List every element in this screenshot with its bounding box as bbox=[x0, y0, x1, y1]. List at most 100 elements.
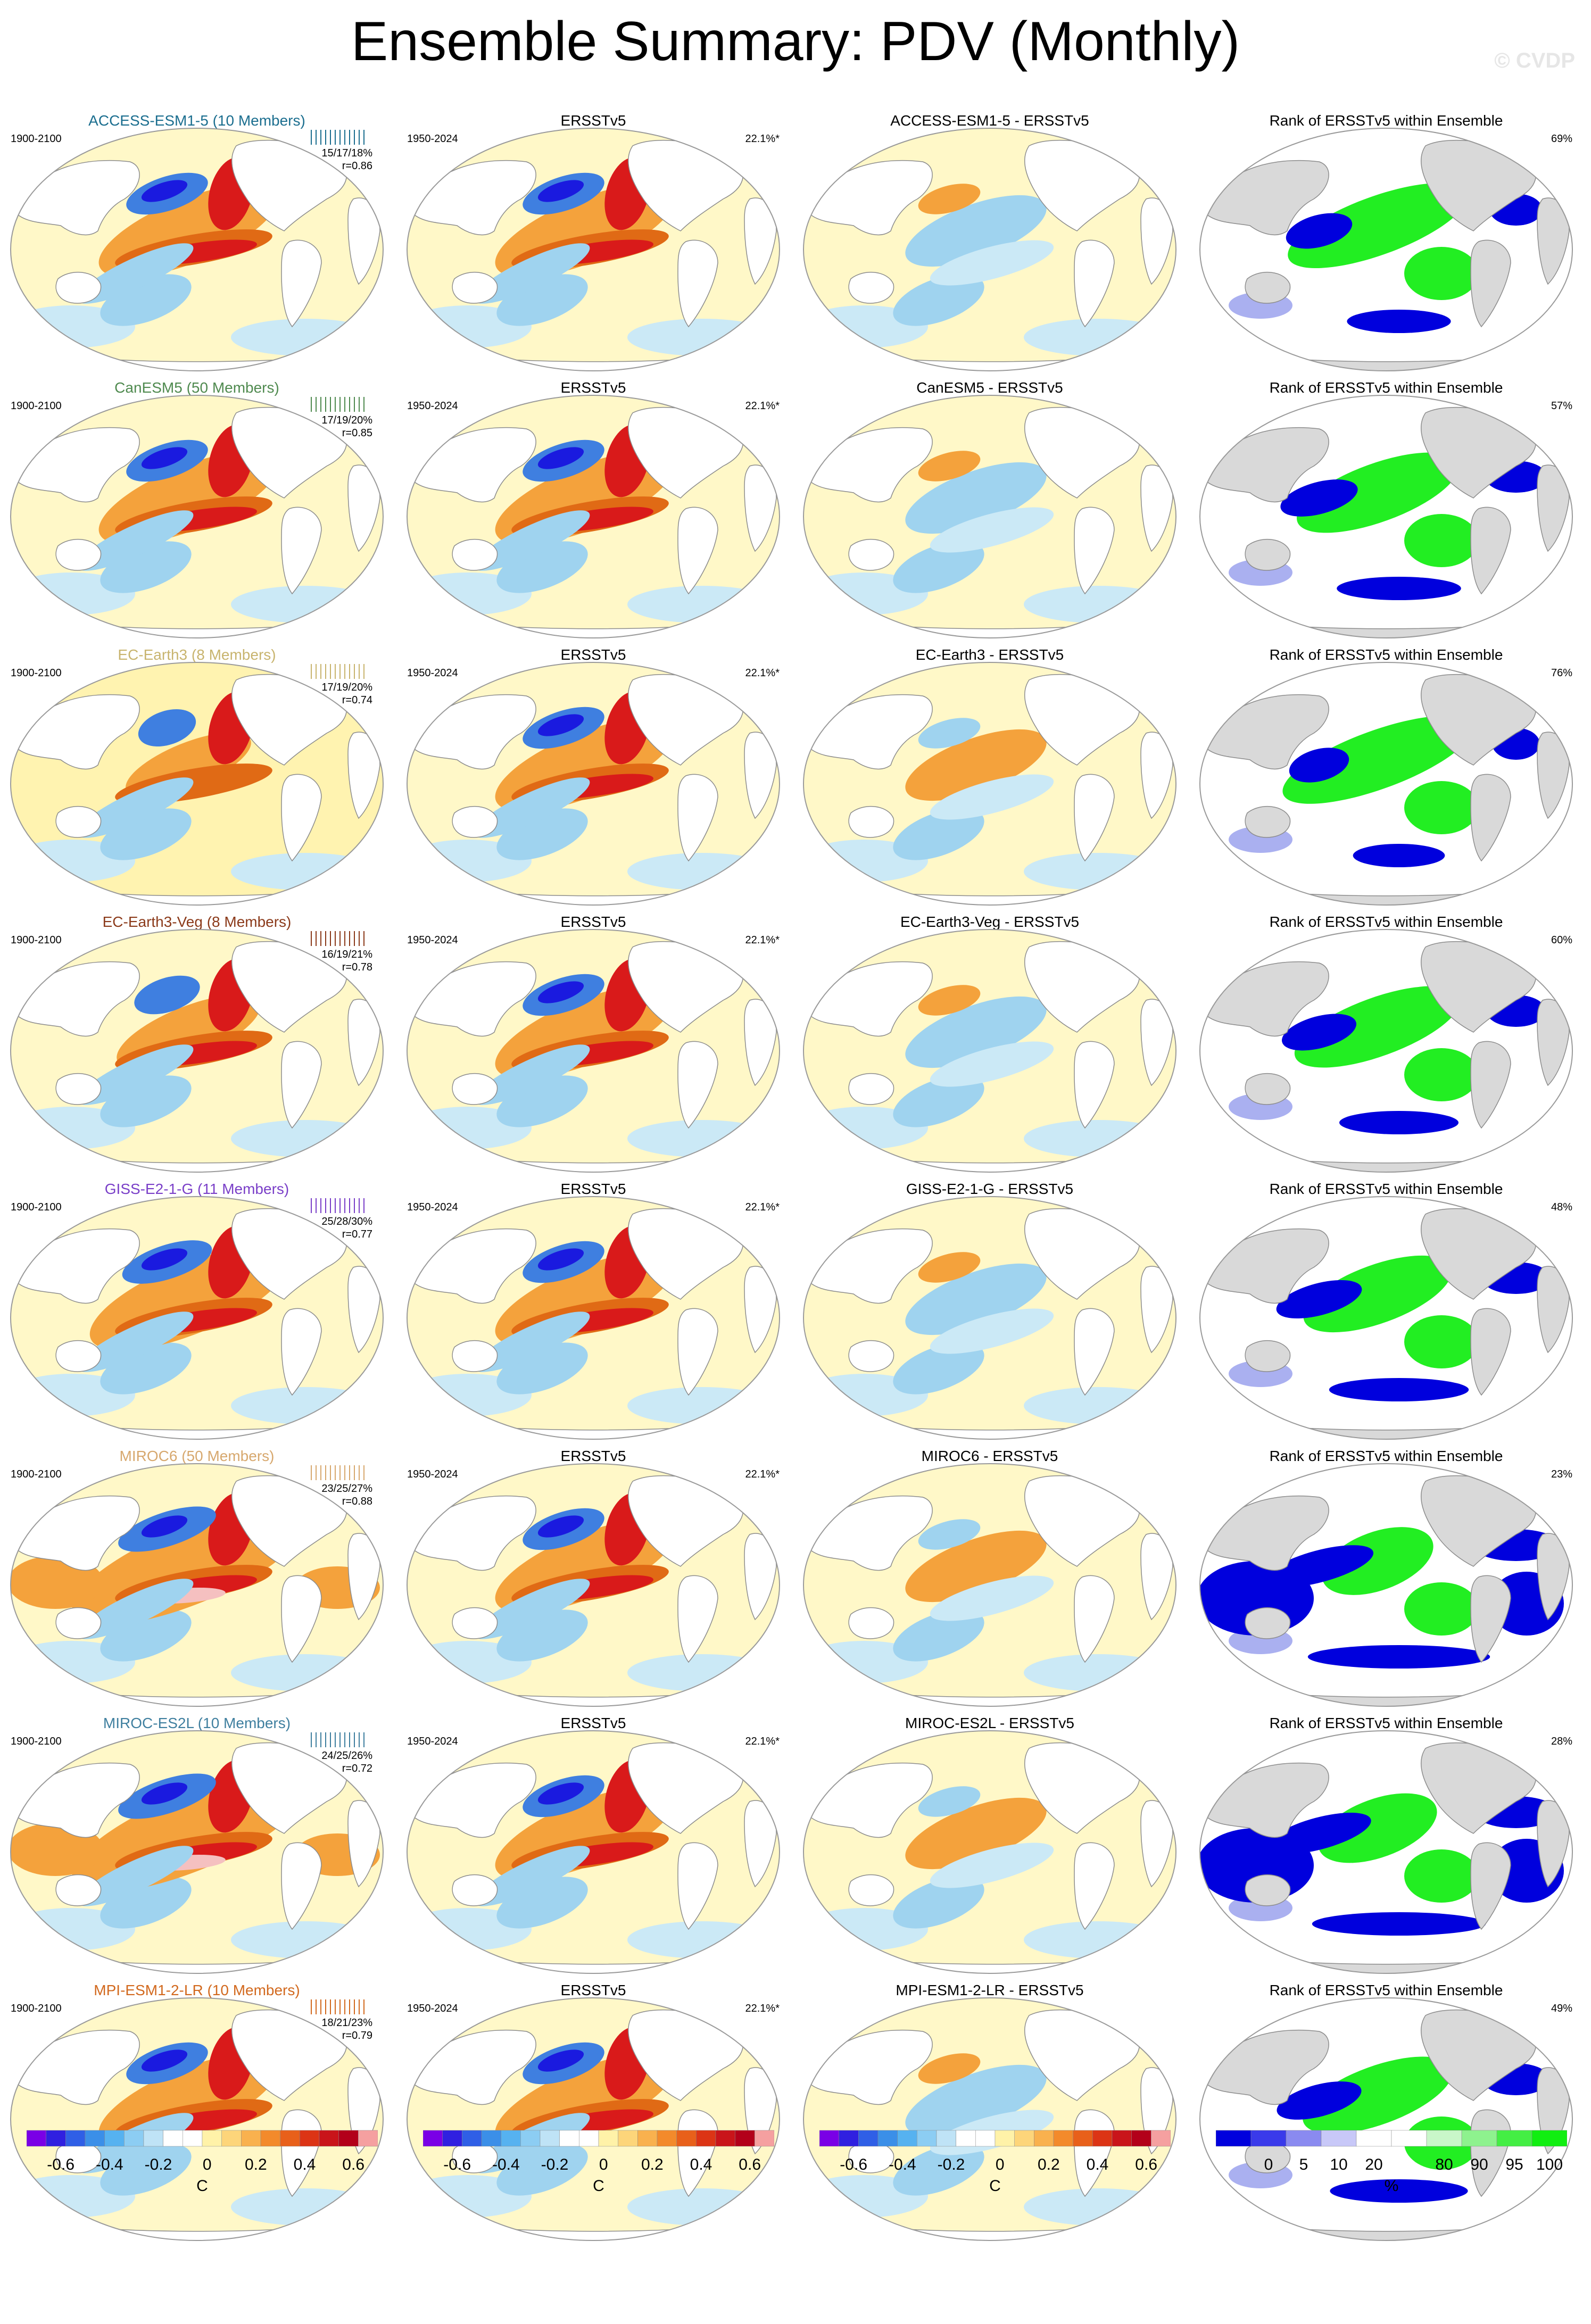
colorbar-tick-label: 0.6 bbox=[739, 2156, 761, 2173]
rank-blue-region bbox=[1329, 1378, 1469, 1401]
rank-pct: 28% bbox=[1551, 1736, 1572, 1747]
difference-panel-title: MPI-ESM1-2-LR - ERSSTv5 bbox=[896, 1982, 1084, 1998]
colorbar-swatch bbox=[1286, 2130, 1322, 2147]
panel-row: GISS-E2-1-G (11 Members) 1900-2100 25/28/3… bbox=[0, 1180, 1591, 1446]
colorbar-swatch bbox=[1131, 2130, 1151, 2147]
south-pacific-anomaly bbox=[893, 2144, 984, 2196]
map-grid: ACCESS-ESM1-5 (10 Members) 1900-2100 15/17… bbox=[0, 112, 1591, 2241]
landmass bbox=[810, 694, 933, 770]
colorbar-swatch bbox=[1531, 2130, 1567, 2147]
colorbar-tick-label: -0.2 bbox=[937, 2156, 965, 2173]
colorbar-tick-label: 5 bbox=[1299, 2156, 1308, 2173]
obs-period: 1950-2024 bbox=[407, 667, 458, 679]
map-border bbox=[1199, 1196, 1573, 1440]
rank-green-region bbox=[1404, 1048, 1479, 1101]
south-atlantic-anomaly bbox=[1024, 1387, 1173, 1424]
rank-pct: 23% bbox=[1551, 1468, 1572, 1480]
map-border bbox=[803, 1730, 1176, 1974]
rank-green-region bbox=[1303, 1255, 1452, 1333]
landmass bbox=[18, 2029, 140, 2105]
difference-panel: ACCESS-ESM1-5 - ERSSTv5 bbox=[793, 112, 1187, 378]
colorbar: 0 5 10 20 80 90 95 100% bbox=[1216, 2128, 1567, 2208]
model-variance-stats: 17/19/20% bbox=[321, 682, 372, 693]
map-border bbox=[803, 395, 1176, 638]
north-pacific-difference bbox=[918, 1252, 981, 1283]
rank-blue-region bbox=[1286, 213, 1353, 249]
colorbar-swatch bbox=[858, 2130, 879, 2147]
model-variance-stats: 16/19/21% bbox=[321, 949, 372, 960]
obs-variance-pct: 22.1%* bbox=[745, 2003, 780, 2014]
south-pacific-anomaly bbox=[893, 808, 984, 860]
obs-panel-title: ERSSTv5 bbox=[560, 1715, 626, 1731]
landmass bbox=[414, 961, 536, 1037]
obs-panel-title: ERSSTv5 bbox=[560, 646, 626, 663]
south-pacific-anomaly bbox=[496, 1342, 588, 1395]
colorbar-tick-label: 0.4 bbox=[293, 2156, 316, 2173]
rank-green-region bbox=[1404, 1849, 1479, 1903]
colorbar-swatch bbox=[221, 2130, 242, 2147]
colorbar-swatch bbox=[163, 2130, 183, 2147]
map-border bbox=[10, 128, 384, 371]
landmass bbox=[1074, 1575, 1115, 1663]
rank-panel-title: Rank of ERSSTv5 within Ensemble bbox=[1269, 646, 1503, 663]
landmass bbox=[281, 1308, 322, 1396]
south-pacific-anomaly bbox=[893, 541, 984, 593]
south-atlantic-anomaly bbox=[1024, 319, 1173, 356]
rank-map bbox=[1199, 1730, 1573, 1974]
rank-green-region bbox=[1303, 2056, 1453, 2134]
model-pattern-correlation: r=0.77 bbox=[342, 1229, 372, 1240]
member-spread-ticks bbox=[311, 1999, 364, 2014]
model-panel-title: EC-Earth3 (8 Members) bbox=[118, 646, 276, 663]
landmass bbox=[414, 1762, 536, 1838]
obs-panel: ERSSTv5 1950-2024 22.1%* bbox=[396, 1180, 790, 1446]
equatorial-difference bbox=[930, 1308, 1054, 1354]
south-atlantic-anomaly bbox=[1024, 1120, 1173, 1157]
colorbar-swatch bbox=[1112, 2130, 1132, 2147]
rank-map bbox=[1199, 1997, 1573, 2241]
southwest-pacific-cold bbox=[473, 1579, 590, 1639]
tropical-pacific-difference bbox=[905, 1530, 1047, 1603]
map-border bbox=[803, 1463, 1176, 1707]
rank-blue-region bbox=[1276, 1280, 1362, 1319]
rank-green-region bbox=[1294, 986, 1461, 1068]
map-border bbox=[803, 128, 1176, 371]
southwest-pacific-cold bbox=[473, 510, 590, 571]
southwest-pacific-cold bbox=[77, 243, 194, 304]
difference-panel-title: EC-Earth3-Veg - ERSSTv5 bbox=[900, 914, 1080, 930]
map-border bbox=[1199, 1463, 1573, 1707]
south-atlantic-anomaly bbox=[1024, 853, 1173, 890]
north-pacific-cold-core bbox=[537, 1515, 584, 1538]
north-pacific-cold-core bbox=[537, 2049, 584, 2072]
north-pacific-difference bbox=[918, 184, 981, 214]
rank-panel: Rank of ERSSTv5 within Ensemble 69% bbox=[1189, 112, 1583, 378]
obs-variance-pct: 22.1%* bbox=[745, 400, 780, 412]
obs-panel-title: ERSSTv5 bbox=[560, 1982, 626, 1998]
colorbar-swatch bbox=[46, 2130, 66, 2147]
tropical-pacific-difference bbox=[905, 1797, 1047, 1870]
colorbar-swatch bbox=[696, 2130, 716, 2147]
member-spread-ticks bbox=[311, 397, 364, 412]
obs-pattern-map bbox=[407, 1463, 780, 1707]
model-panel: MIROC6 (50 Members) 1900-2100 23/25/27% r=0… bbox=[0, 1447, 394, 1713]
landmass bbox=[414, 1228, 536, 1304]
landmass bbox=[1207, 694, 1329, 770]
rank-pct: 48% bbox=[1551, 1201, 1572, 1213]
colorbar-swatch bbox=[1426, 2130, 1462, 2147]
model-variance-stats: 24/25/26% bbox=[321, 1750, 372, 1762]
south-pacific-anomaly bbox=[100, 1609, 192, 1662]
difference-map bbox=[803, 662, 1176, 906]
south-pacific-anomaly bbox=[100, 541, 192, 593]
model-panel: GISS-E2-1-G (11 Members) 1900-2100 25/28/3… bbox=[0, 1180, 394, 1446]
landmass bbox=[452, 806, 498, 838]
rank-blue-region bbox=[1337, 577, 1461, 600]
rank-pct: 49% bbox=[1551, 2003, 1572, 2014]
rank-map bbox=[1199, 128, 1573, 371]
landmass bbox=[18, 160, 140, 236]
panel-row: EC-Earth3-Veg (8 Members) 1900-2100 16/19/… bbox=[0, 913, 1591, 1179]
north-pacific-difference bbox=[918, 451, 981, 482]
colorbar-swatch bbox=[715, 2130, 735, 2147]
colorbar-tick-label: 0 bbox=[599, 2156, 608, 2173]
south-pacific-anomaly bbox=[496, 1075, 588, 1127]
landmass bbox=[1207, 1495, 1329, 1571]
colorbar-swatch bbox=[241, 2130, 261, 2147]
